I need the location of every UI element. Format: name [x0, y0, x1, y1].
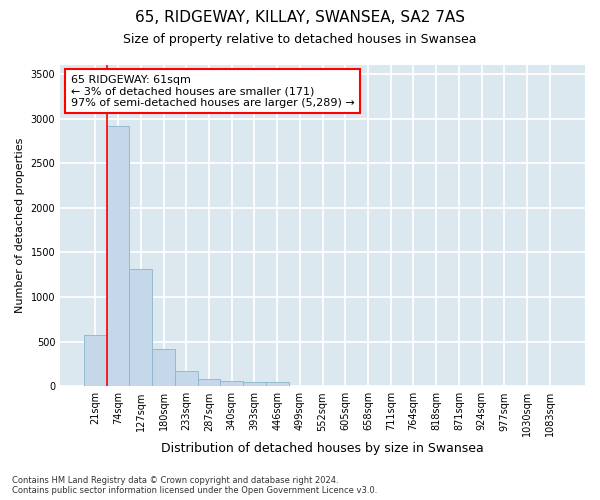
Y-axis label: Number of detached properties: Number of detached properties: [15, 138, 25, 314]
Bar: [175, 371, 197, 386]
Bar: [107, 126, 130, 386]
Bar: [220, 382, 243, 386]
Bar: [84, 334, 107, 386]
Text: Contains HM Land Registry data © Crown copyright and database right 2024.
Contai: Contains HM Land Registry data © Crown c…: [12, 476, 377, 495]
Text: 65 RIDGEWAY: 61sqm
← 3% of detached houses are smaller (171)
97% of semi-detache: 65 RIDGEWAY: 61sqm ← 3% of detached hous…: [71, 74, 355, 108]
Bar: [152, 350, 175, 387]
Bar: [197, 379, 220, 386]
Bar: [130, 270, 152, 386]
X-axis label: Distribution of detached houses by size in Swansea: Distribution of detached houses by size …: [161, 442, 484, 455]
Bar: [266, 382, 289, 386]
Bar: [243, 382, 266, 386]
Text: Size of property relative to detached houses in Swansea: Size of property relative to detached ho…: [123, 32, 477, 46]
Text: 65, RIDGEWAY, KILLAY, SWANSEA, SA2 7AS: 65, RIDGEWAY, KILLAY, SWANSEA, SA2 7AS: [135, 10, 465, 25]
